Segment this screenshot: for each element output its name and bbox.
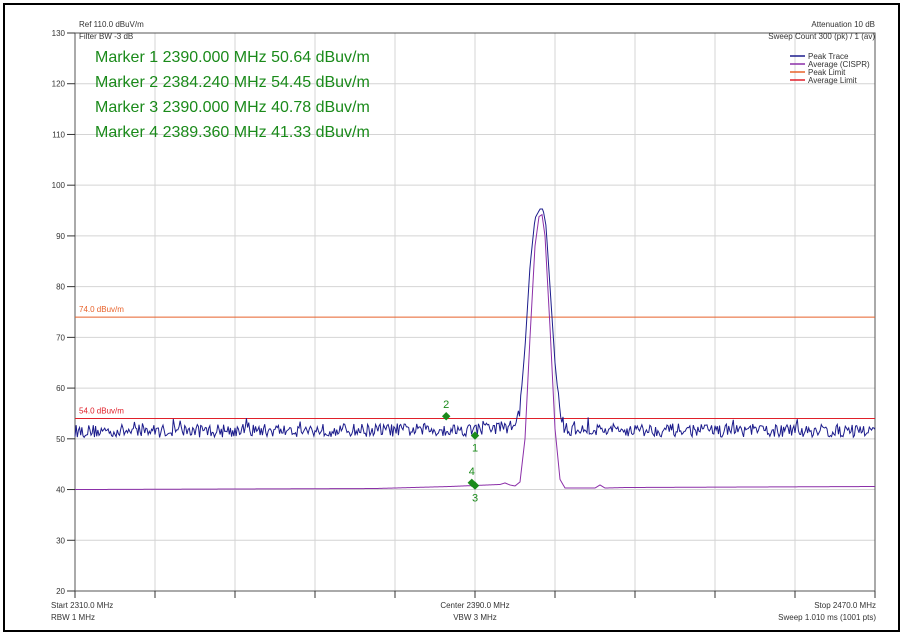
limit-label-0: 74.0 dBuv/m: [79, 305, 124, 314]
start-frequency-label: Start 2310.0 MHz: [51, 601, 113, 610]
y-axis: 20 30 40 50 60 70 80 90 100 110 120 130: [52, 29, 75, 596]
legend-label-average: Average (CISPR): [808, 60, 870, 69]
marker-1-diamond: [470, 431, 480, 440]
limit-lines: 74.0 dBuv/m 54.0 dBuv/m: [75, 305, 875, 420]
legend-label-peak-limit: Peak Limit: [808, 68, 846, 77]
marker-readout-1: Marker 1 2390.000 MHz 50.64 dBuv/m: [95, 49, 370, 66]
y-tick-label-30: 30: [56, 536, 65, 545]
marker-4-label: 4: [469, 466, 475, 478]
y-tick-label-120: 120: [52, 80, 66, 89]
y-tick-label-100: 100: [52, 181, 66, 190]
y-tick-label-40: 40: [56, 486, 65, 495]
marker-3-label: 3: [472, 493, 478, 505]
center-frequency-label: Center 2390.0 MHz: [440, 601, 509, 610]
y-tick-label-80: 80: [56, 283, 65, 292]
markers: 1 2 3 4: [441, 399, 480, 505]
legend-label-peak-trace: Peak Trace: [808, 52, 849, 61]
limit-label-1: 54.0 dBuv/m: [79, 407, 124, 416]
marker-4-diamond: [467, 478, 477, 488]
attenuation-label: Attenuation 10 dB: [811, 20, 875, 29]
legend-label-average-limit: Average Limit: [808, 76, 858, 85]
y-tick-label-90: 90: [56, 232, 65, 241]
y-tick-label-130: 130: [52, 29, 66, 38]
y-tick-label-60: 60: [56, 384, 65, 393]
marker-2-diamond: [441, 412, 451, 421]
rbw-label: RBW 1 MHz: [51, 613, 95, 622]
marker-2-label: 2: [443, 399, 449, 411]
marker-readout-4: Marker 4 2389.360 MHz 41.33 dBuv/m: [95, 124, 370, 141]
y-tick-label-50: 50: [56, 435, 65, 444]
vbw-label: VBW 3 MHz: [453, 613, 497, 622]
y-tick-label-70: 70: [56, 333, 65, 342]
legend: Peak Trace Average (CISPR) Peak Limit Av…: [790, 52, 870, 85]
marker-1-label: 1: [472, 443, 478, 455]
ref-level-label: Ref 110.0 dBuV/m: [79, 20, 144, 29]
sweep-time-label: Sweep 1.010 ms (1001 pts): [778, 613, 876, 622]
filter-bw-label: Filter BW -3 dB: [79, 32, 133, 41]
x-axis-ticks: [74, 591, 876, 598]
marker-readout-2: Marker 2 2384.240 MHz 54.45 dBuv/m: [95, 74, 370, 91]
y-tick-label-110: 110: [52, 130, 65, 139]
marker-readout-3: Marker 3 2390.000 MHz 40.78 dBuv/m: [95, 99, 370, 116]
y-tick-label-20: 20: [56, 587, 65, 596]
sweep-count-label: Sweep Count 300 (pk) / 1 (av): [768, 32, 875, 41]
marker-readouts: Marker 1 2390.000 MHz 50.64 dBuv/m Marke…: [95, 49, 370, 141]
peak-trace: [74, 208, 876, 439]
stop-frequency-label: Stop 2470.0 MHz: [814, 601, 876, 610]
